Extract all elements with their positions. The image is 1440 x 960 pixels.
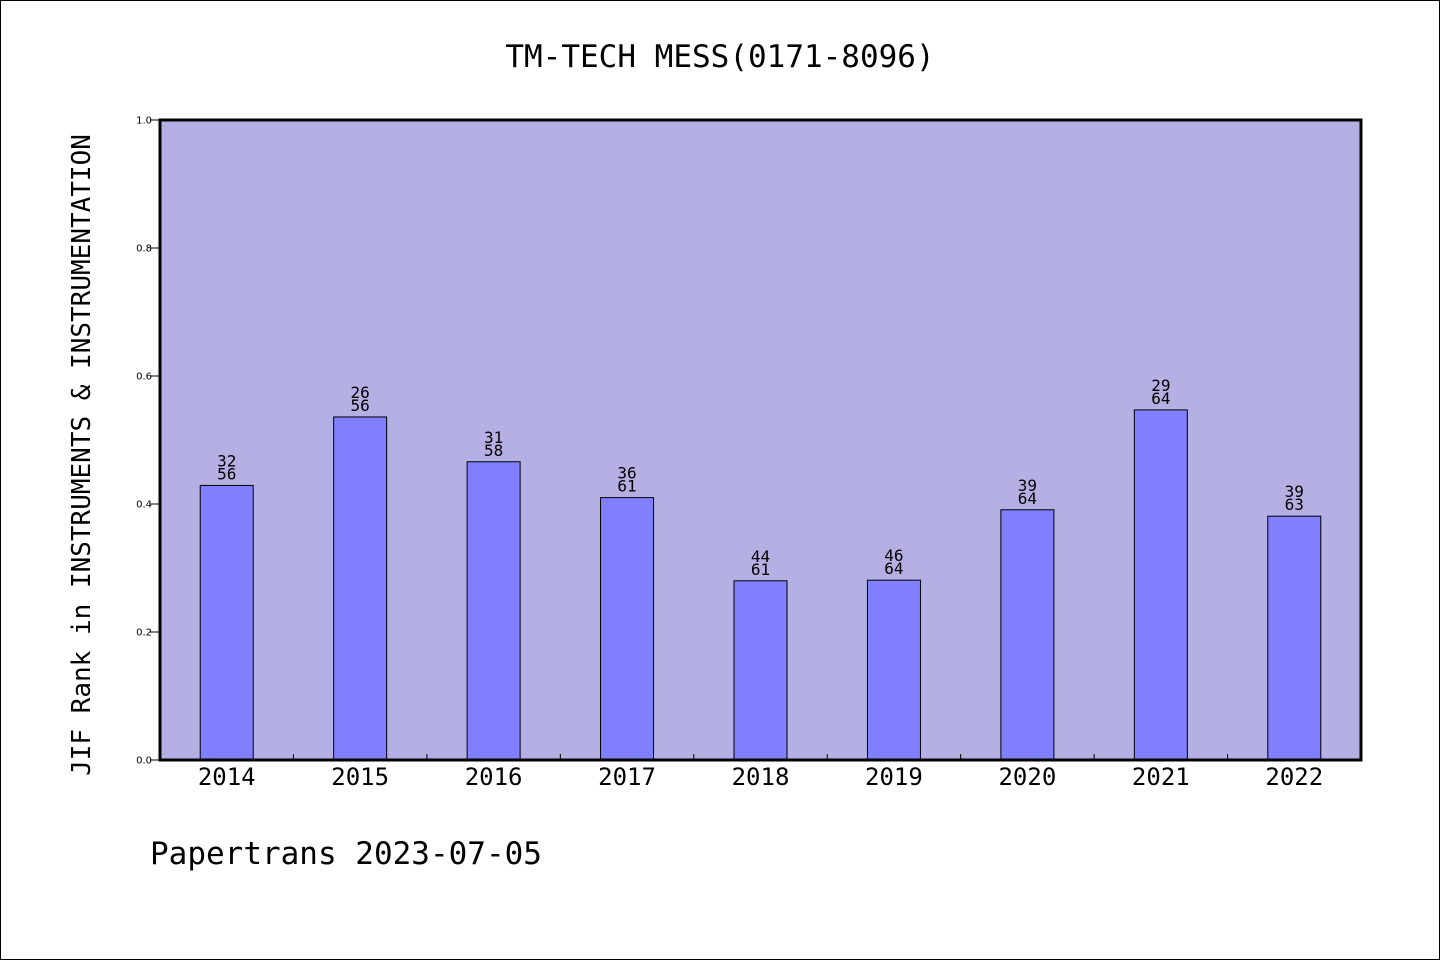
y-tick-label: 0.6 — [136, 372, 152, 383]
bar-2021 — [1133, 409, 1188, 761]
y-tick-label: 0.2 — [136, 628, 152, 639]
x-tick-label: 2020 — [998, 763, 1056, 791]
bar-label-total: 61 — [751, 560, 770, 579]
x-tick-label: 2014 — [198, 763, 256, 791]
y-tick-label: 1.0 — [136, 116, 152, 127]
bar-label-total: 64 — [1151, 389, 1170, 408]
x-tick-label: 2015 — [331, 763, 389, 791]
bar-2022 — [1267, 515, 1322, 761]
y-axis: 0.0 0.2 0.4 0.6 0.8 1.0 — [136, 116, 160, 767]
bar-2018 — [733, 580, 788, 761]
bar-2020 — [1000, 509, 1055, 761]
x-tick-label: 2022 — [1265, 763, 1323, 791]
bar-label-rank: 31 — [484, 428, 503, 447]
bar-label-rank: 39 — [1018, 476, 1037, 495]
bar-label-rank: 29 — [1151, 376, 1170, 395]
chart-title: TM-TECH MESS(0171-8096) — [505, 39, 934, 75]
bar-label-total: 56 — [217, 464, 236, 483]
bar-label-total: 64 — [1018, 489, 1037, 508]
y-tick-label: 0.0 — [136, 756, 152, 767]
bar-2015 — [333, 416, 388, 761]
bar-label-rank: 46 — [884, 546, 903, 565]
x-tick-label: 2019 — [865, 763, 923, 791]
bar-label-total: 61 — [617, 477, 636, 496]
y-tick-label: 0.8 — [136, 244, 152, 255]
footer-source-date: Papertrans 2023-07-05 — [150, 836, 542, 872]
x-tick-label: 2018 — [732, 763, 790, 791]
x-tick-label: 2017 — [598, 763, 656, 791]
bar-label-rank: 39 — [1285, 482, 1304, 501]
bar-2016 — [466, 461, 521, 761]
bar-label-rank: 36 — [617, 464, 636, 483]
bar-label-total: 63 — [1285, 495, 1304, 514]
bar-label-total: 58 — [484, 441, 503, 460]
bar-label-rank: 44 — [751, 547, 770, 566]
bar-label-total: 64 — [884, 559, 903, 578]
x-tick-label: 2016 — [465, 763, 523, 791]
x-axis: 2014 2015 2016 2017 2018 2019 2020 2021 2022 — [198, 754, 1323, 791]
bar-label-total: 56 — [351, 396, 370, 415]
bar-2014 — [199, 484, 254, 761]
bar-2017 — [600, 497, 655, 761]
y-axis-label: JIF Rank in INSTRUMENTS & INSTRUMENTATIO… — [67, 134, 97, 776]
y-tick-label: 0.4 — [136, 500, 152, 511]
plot-border — [158, 118, 1363, 762]
bar-label-rank: 32 — [217, 451, 236, 470]
x-tick-label: 2021 — [1132, 763, 1190, 791]
bar-label-rank: 26 — [351, 383, 370, 402]
bar-2019 — [866, 579, 921, 761]
